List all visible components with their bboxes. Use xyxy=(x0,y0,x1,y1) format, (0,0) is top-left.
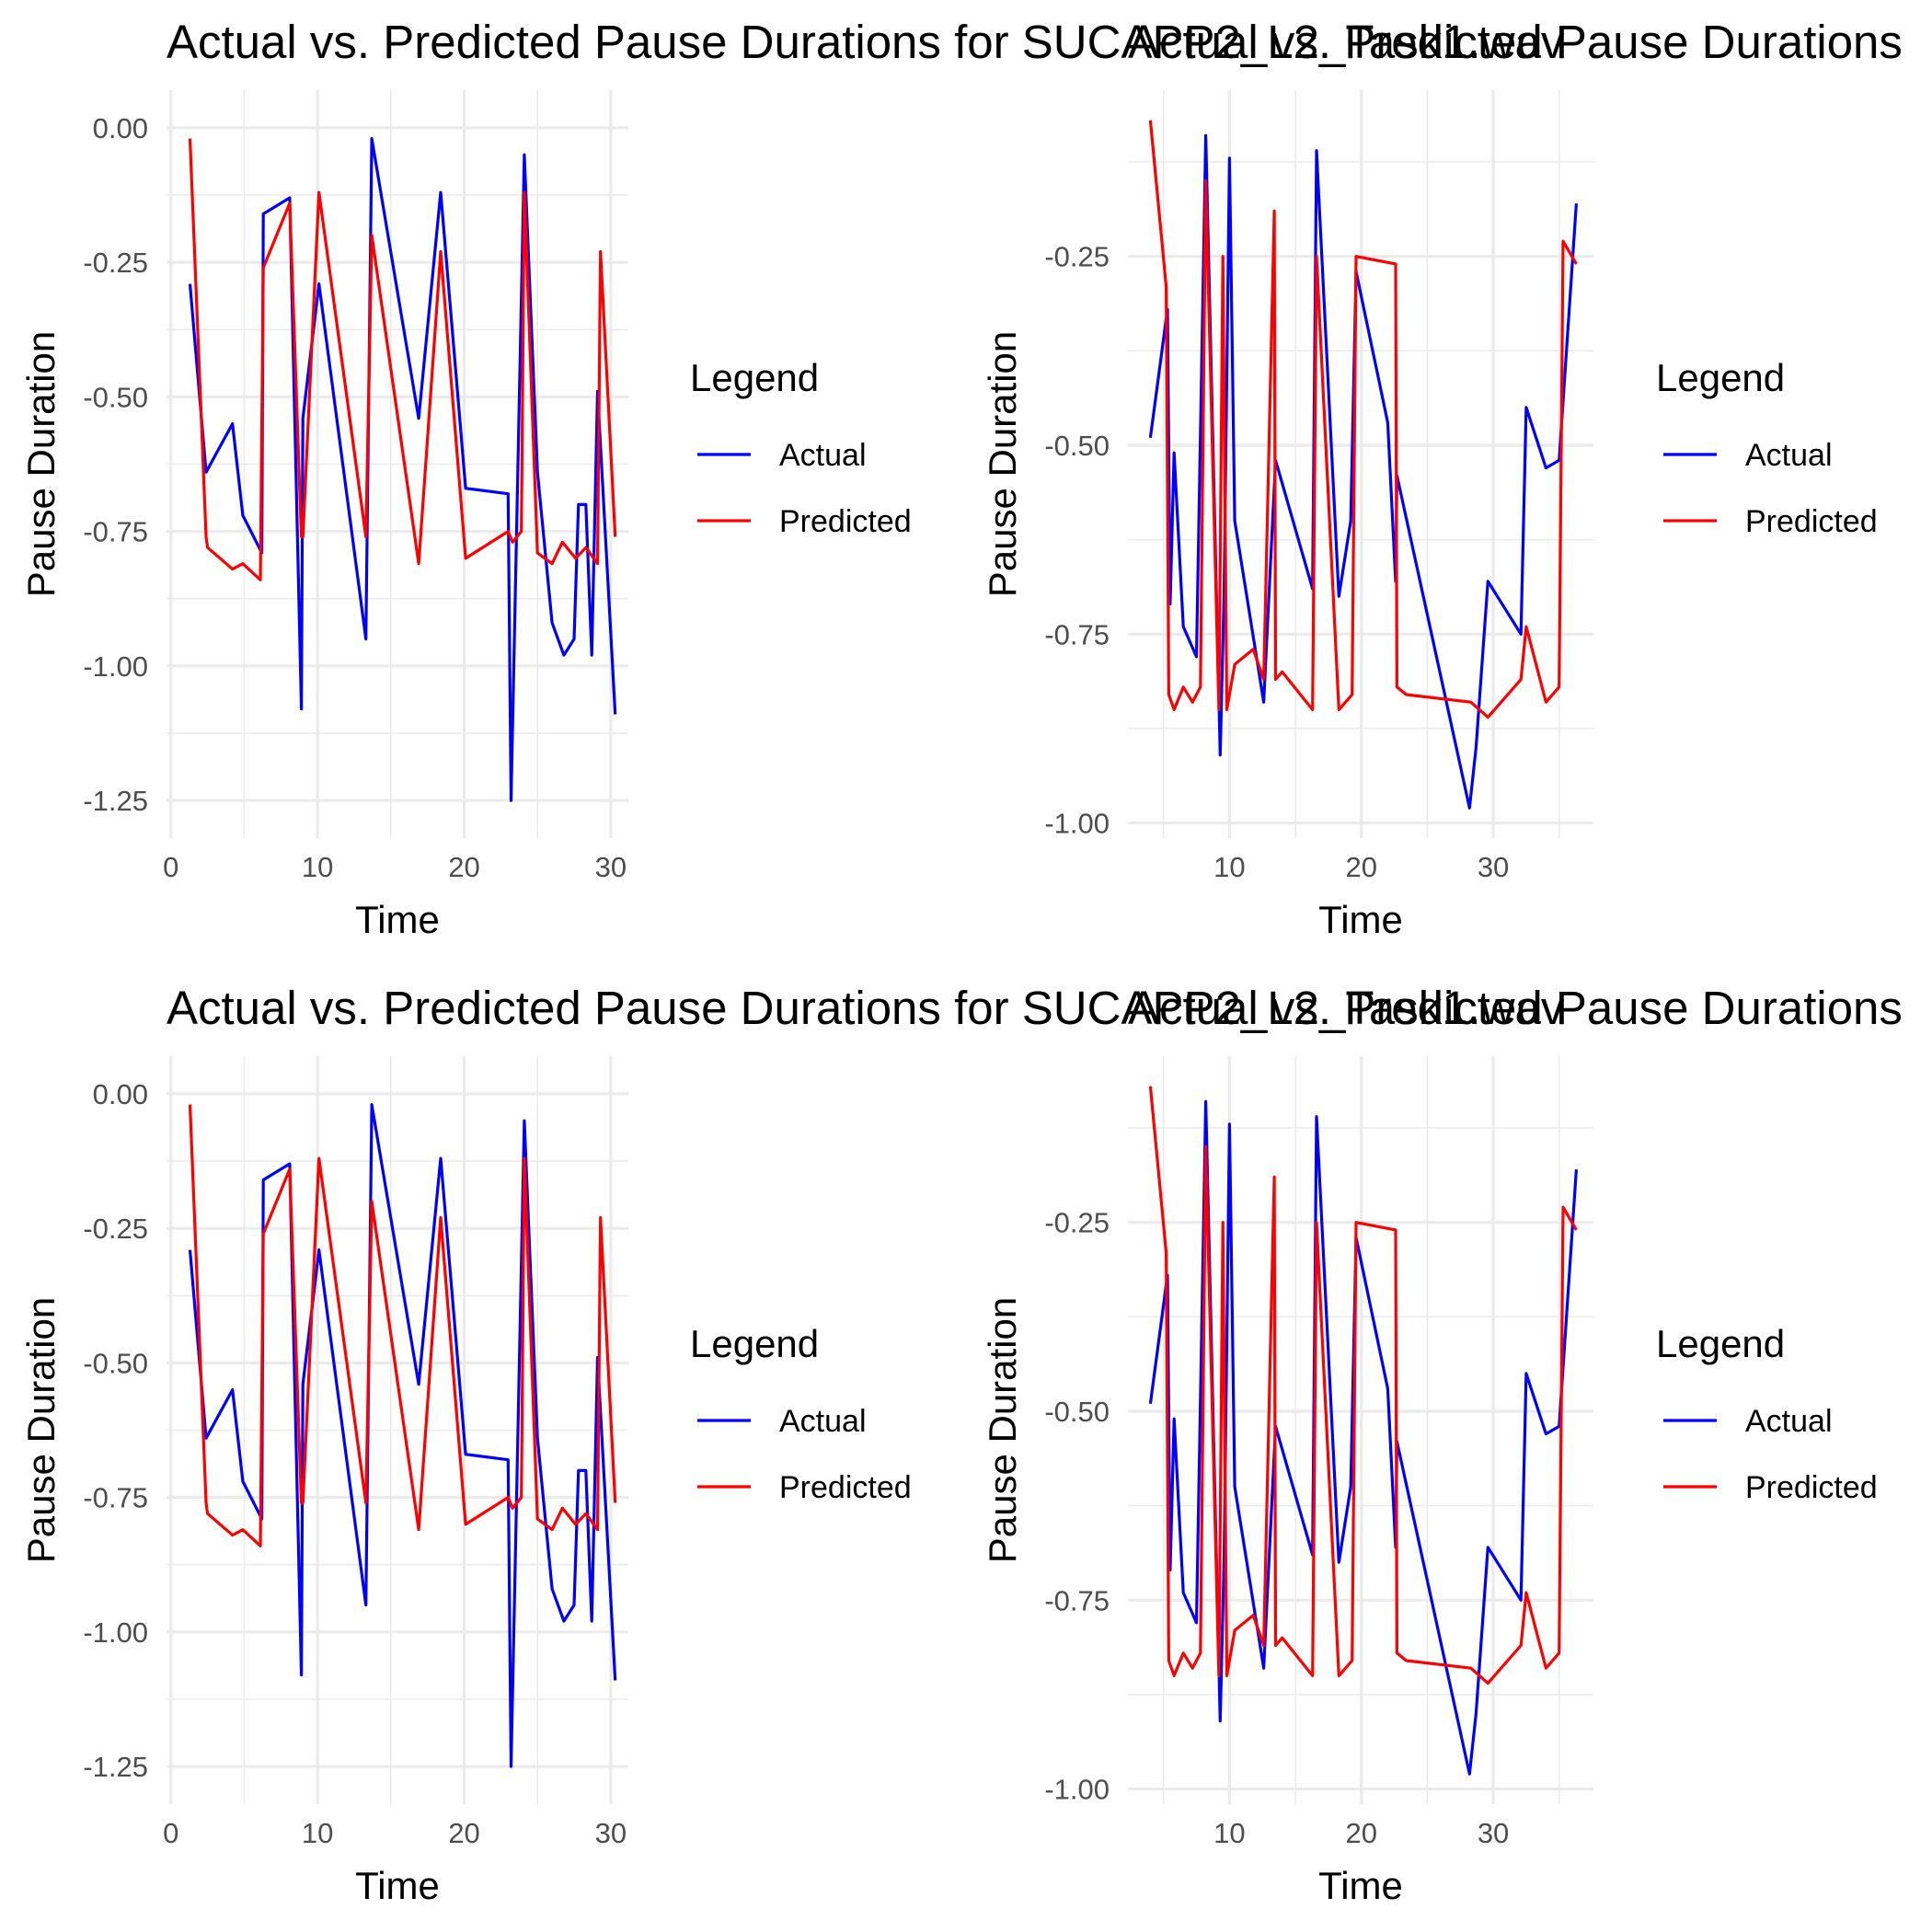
y-tick-label: -0.25 xyxy=(1044,1207,1110,1239)
x-tick-label: 30 xyxy=(595,851,627,883)
y-tick-label: -0.25 xyxy=(1044,241,1110,273)
legend: Legend Actual Predicted xyxy=(1656,1322,1878,1505)
chart-panel-bl: 0 10 20 30 0.00 -0.25 -0.50 -0.75 -1.00 -1.25 Time… xyxy=(19,1056,912,1907)
y-tick-label: -1.00 xyxy=(1044,1774,1110,1806)
y-tick-label: -1.00 xyxy=(1044,808,1110,840)
legend-title: Legend xyxy=(690,1322,819,1365)
y-axis-title: Pause Duration xyxy=(981,331,1024,598)
chart-title: Actual vs. Predicted Pause Durations xyxy=(1128,982,1903,1034)
legend-title: Legend xyxy=(1656,1322,1785,1365)
y-tick-label: -0.50 xyxy=(83,1347,148,1379)
chart-panel-br: 10 20 30 -0.25 -0.50 -0.75 -1.00 Time Pause Dura… xyxy=(981,1056,1878,1907)
y-tick-label: -0.50 xyxy=(1044,1396,1110,1428)
x-tick-label: 20 xyxy=(448,851,479,883)
x-tick-label: 20 xyxy=(1345,1817,1376,1849)
x-axis-title: Time xyxy=(355,898,440,941)
x-tick-label: 30 xyxy=(595,1817,627,1849)
legend-title: Legend xyxy=(1656,356,1785,399)
y-tick-label: -1.00 xyxy=(83,650,148,683)
y-axis-title: Pause Duration xyxy=(981,1297,1024,1564)
y-tick-label: -1.00 xyxy=(83,1616,148,1649)
legend: Legend Actual Predicted xyxy=(1656,356,1878,539)
x-axis-title: Time xyxy=(1318,898,1403,941)
legend: Legend Actual Predicted xyxy=(690,356,912,539)
series-line-predicted xyxy=(1148,120,1578,719)
y-tick-label: -0.25 xyxy=(83,1213,148,1245)
y-tick-label: -0.75 xyxy=(1044,1584,1110,1616)
y-tick-label: -0.75 xyxy=(83,1482,148,1514)
series-line-predicted xyxy=(1148,1086,1578,1685)
series-line-actual xyxy=(188,137,617,802)
x-tick-label: 30 xyxy=(1478,851,1509,883)
x-tick-label: 10 xyxy=(302,851,333,883)
y-axis-title: Pause Duration xyxy=(19,331,63,598)
legend-label-predicted: Predicted xyxy=(1745,1470,1878,1505)
y-tick-label: -0.50 xyxy=(83,381,148,413)
x-tick-label: 10 xyxy=(1213,851,1245,883)
y-tick-label: -0.50 xyxy=(1044,430,1110,462)
chart-title: Actual vs. Predicted Pause Durations for… xyxy=(167,16,1565,68)
x-axis-title: Time xyxy=(355,1864,440,1907)
legend-title: Legend xyxy=(690,356,819,399)
y-tick-label: -1.25 xyxy=(83,785,148,817)
legend-label-actual: Actual xyxy=(779,1404,867,1439)
chart-panel-tl: 0 10 20 30 0.00 -0.25 -0.50 -0.75 -1.00 -1.25 Time… xyxy=(19,90,912,941)
x-tick-label: 20 xyxy=(448,1817,479,1849)
series-line-actual xyxy=(188,1102,617,1768)
x-tick-label: 30 xyxy=(1478,1817,1509,1849)
x-axis-title: Time xyxy=(1318,1864,1403,1907)
series-line-actual xyxy=(1148,133,1578,810)
legend: Legend Actual Predicted xyxy=(690,1322,912,1505)
y-tick-label: 0.00 xyxy=(93,112,148,144)
legend-label-actual: Actual xyxy=(779,438,867,473)
series-line-predicted xyxy=(188,1104,617,1547)
chart-panel-tr: 10 20 30 -0.25 -0.50 -0.75 -1.00 Time Pause Dura… xyxy=(981,90,1878,941)
chart-title: Actual vs. Predicted Pause Durations for… xyxy=(167,982,1565,1034)
legend-label-predicted: Predicted xyxy=(1745,504,1878,539)
x-tick-label: 20 xyxy=(1345,851,1376,883)
legend-label-predicted: Predicted xyxy=(779,1470,912,1505)
y-tick-label: -0.75 xyxy=(1044,618,1110,650)
legend-label-actual: Actual xyxy=(1745,1404,1833,1439)
y-axis-title: Pause Duration xyxy=(19,1297,63,1564)
y-tick-label: -1.25 xyxy=(83,1751,148,1783)
x-tick-label: 10 xyxy=(1213,1817,1245,1849)
y-tick-label: 0.00 xyxy=(93,1078,148,1110)
series-line-predicted xyxy=(188,138,617,581)
y-tick-label: -0.75 xyxy=(83,516,148,548)
series-line-actual xyxy=(1148,1099,1578,1776)
x-tick-label: 10 xyxy=(302,1817,333,1849)
y-tick-label: -0.25 xyxy=(83,247,148,279)
legend-label-actual: Actual xyxy=(1745,438,1833,473)
x-tick-label: 0 xyxy=(163,851,178,883)
chart-title: Actual vs. Predicted Pause Durations xyxy=(1128,16,1903,68)
legend-label-predicted: Predicted xyxy=(779,504,912,539)
x-tick-label: 0 xyxy=(163,1817,178,1849)
